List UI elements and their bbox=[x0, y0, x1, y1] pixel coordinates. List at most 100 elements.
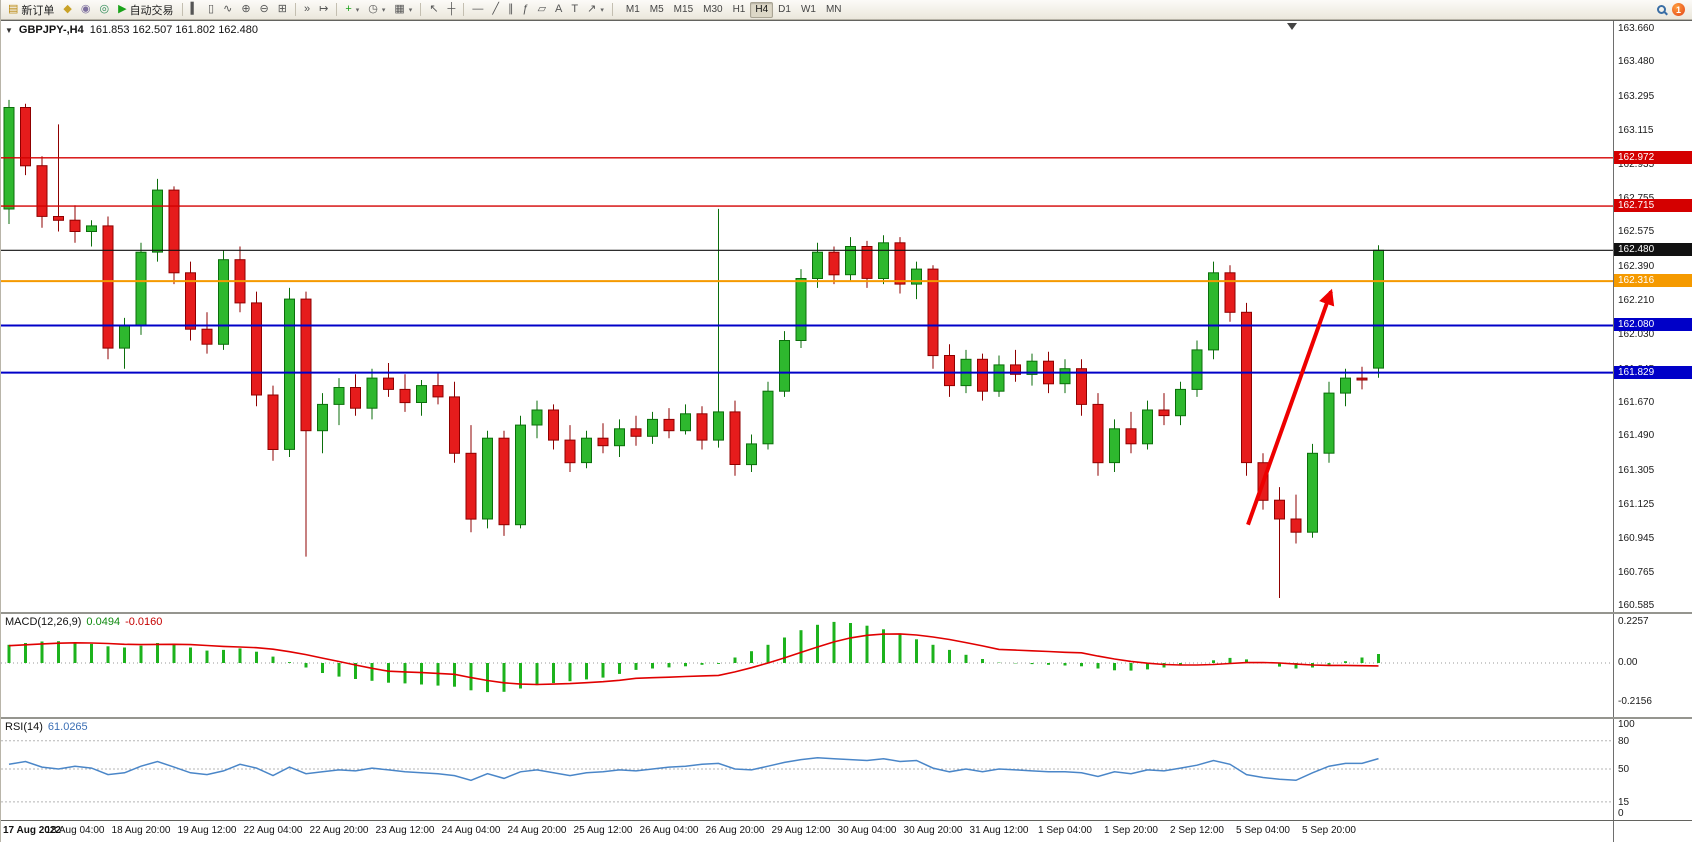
arrows-tool-icon[interactable]: ↗ ▾ bbox=[583, 2, 608, 18]
shapes-icon[interactable]: ▱ bbox=[534, 2, 550, 18]
auto-scroll-icon[interactable]: » bbox=[300, 2, 314, 18]
horizontal-line-icon[interactable]: — bbox=[468, 2, 487, 18]
price-axis-label: 163.115 bbox=[1618, 125, 1654, 136]
candlestick-mode-icon: ▯ bbox=[208, 3, 215, 15]
fibonacci-icon[interactable]: ƒ bbox=[518, 2, 532, 18]
notification-badge[interactable]: 1 bbox=[1672, 3, 1685, 16]
toolbar-separator bbox=[463, 3, 465, 16]
rsi-axis-label: 50 bbox=[1618, 764, 1630, 775]
time-axis-label: 30 Aug 20:00 bbox=[903, 825, 963, 836]
trend-arrow[interactable] bbox=[1246, 288, 1335, 526]
price-axis-label: 162.755 bbox=[1618, 193, 1654, 205]
rsi-axis-label: 80 bbox=[1618, 736, 1630, 747]
timeframe-m15-button[interactable]: M15 bbox=[673, 3, 694, 15]
price-axis-label: 163.660 bbox=[1618, 23, 1655, 34]
templates-button: ▦ bbox=[394, 3, 405, 15]
profile-icon[interactable]: ◉ bbox=[77, 2, 95, 18]
rsi-line bbox=[8, 756, 1379, 782]
panel-separator-macd[interactable] bbox=[1, 612, 1692, 614]
zoom-in-icon[interactable]: ⊕ bbox=[237, 2, 254, 18]
rsi-canvas[interactable] bbox=[1, 719, 1614, 820]
rsi-panel: 100 80 50 15 0 RSI(14) 61.0265 bbox=[1, 719, 1692, 820]
time-axis[interactable]: 17 Aug 2022 18 Aug 04:00 18 Aug 20:00 19 Au… bbox=[1, 820, 1692, 842]
mql-wizard-icon[interactable]: ◆ bbox=[59, 2, 75, 18]
search-icon[interactable] bbox=[1657, 5, 1666, 14]
crosshair-icon[interactable]: ┼ bbox=[444, 2, 460, 18]
templates-button[interactable]: ▦ ▾ bbox=[390, 2, 416, 18]
periods-button: ◷ bbox=[368, 3, 378, 15]
timeframe-w1-button[interactable]: W1 bbox=[800, 3, 816, 15]
arrows-tool-icon: ↗ bbox=[587, 3, 597, 15]
chart-header: ▼ GBPJPY-,H4 161.853 162.507 161.802 162… bbox=[5, 24, 258, 36]
time-axis-label: 30 Aug 04:00 bbox=[837, 825, 897, 836]
timeframe-m30-button[interactable]: M30 bbox=[703, 3, 723, 15]
macd-canvas[interactable] bbox=[1, 614, 1614, 717]
price-axis-label: 160.945 bbox=[1618, 533, 1655, 544]
toolbar-right: 1 bbox=[1657, 3, 1689, 16]
time-axis-label: 2 Sep 12:00 bbox=[1170, 825, 1224, 836]
rsi-axis[interactable]: 100 80 50 15 0 bbox=[1613, 719, 1692, 820]
community-icon[interactable]: ◎ bbox=[95, 2, 113, 18]
macd-axis-label: 0.2257 bbox=[1618, 616, 1649, 627]
candlestick-mode-icon[interactable]: ▯ bbox=[204, 2, 218, 18]
periods-button[interactable]: ◷ ▾ bbox=[364, 2, 389, 18]
zoom-out-icon[interactable]: ⊖ bbox=[256, 2, 273, 18]
time-axis-label: 24 Aug 04:00 bbox=[441, 825, 501, 836]
cursor-icon[interactable]: ↖ bbox=[425, 2, 442, 18]
price-tag-162.972: 162.972 bbox=[1614, 151, 1692, 164]
price-axis-label: 161.670 bbox=[1618, 397, 1655, 408]
price-axis-label: 162.935 bbox=[1618, 159, 1655, 170]
time-axis-label: 26 Aug 04:00 bbox=[639, 825, 699, 836]
bar-chart-mode-icon: ▍ bbox=[190, 3, 200, 15]
chart-shift-icon[interactable]: ↦ bbox=[315, 2, 332, 18]
timeframe-mn-button[interactable]: MN bbox=[825, 3, 842, 15]
text-icon: A bbox=[555, 3, 563, 15]
new-order-button-label: 新订单 bbox=[21, 4, 55, 17]
community-icon: ◎ bbox=[99, 3, 110, 15]
time-axis-label: 1 Sep 20:00 bbox=[1104, 825, 1158, 836]
trendline-icon[interactable]: ╱ bbox=[488, 2, 503, 18]
timeframe-h1-button[interactable]: H1 bbox=[732, 3, 746, 15]
price-axis-label: 161.125 bbox=[1618, 499, 1655, 510]
macd-title: MACD(12,26,9) bbox=[5, 616, 82, 628]
new-order-icon: ▤ bbox=[8, 3, 19, 15]
panel-separator-rsi[interactable] bbox=[1, 717, 1692, 719]
dropdown-caret-icon: ▾ bbox=[381, 6, 386, 14]
dropdown-caret-icon: ▾ bbox=[355, 6, 360, 14]
price-axis[interactable]: 163.660 163.480 163.295 163.115 162.935 162.7… bbox=[1613, 21, 1692, 612]
trendline-icon: ╱ bbox=[492, 3, 499, 15]
time-axis-label: 25 Aug 12:00 bbox=[573, 825, 633, 836]
toolbar: ▤ 新订单 ◆ ◉ ◎ ▶ 自动交易 ▍ ▯ ∿ ⊕ ⊖ ⊞» ↦ + ▾ ◷ ▾ ▦ ▾ ↖ ┼ — ╱ ∥ ƒ ▱ A T ↗ ▾ M1… bbox=[1, 0, 1692, 20]
new-order-button[interactable]: ▤ 新订单 bbox=[4, 2, 58, 18]
chart-shift-icon: ↦ bbox=[319, 3, 329, 15]
bar-chart-mode-icon[interactable]: ▍ bbox=[187, 2, 203, 18]
price-axis-label: 162.390 bbox=[1618, 261, 1655, 272]
tile-windows-icon[interactable]: ⊞ bbox=[274, 2, 291, 18]
indicators-button: + bbox=[345, 3, 352, 15]
time-axis-label: 18 Aug 20:00 bbox=[111, 825, 171, 836]
timeframe-m5-button[interactable]: M5 bbox=[649, 3, 664, 15]
cursor-icon: ↖ bbox=[429, 3, 439, 15]
indicators-button[interactable]: + ▾ bbox=[341, 2, 363, 18]
timeframe-m1-button[interactable]: M1 bbox=[625, 3, 640, 15]
price-tag-162.480: 162.480 bbox=[1614, 243, 1692, 256]
time-axis-label: 17 Aug 2022 bbox=[3, 825, 61, 836]
chart-collapse-caret-icon[interactable]: ▼ bbox=[5, 25, 13, 35]
price-tag-161.829: 161.829 bbox=[1614, 366, 1692, 379]
autotrading-button[interactable]: ▶ 自动交易 bbox=[114, 2, 177, 18]
main-chart-canvas[interactable] bbox=[1, 21, 1614, 613]
macd-axis[interactable]: 0.2257 0.00 -0.2156 bbox=[1613, 614, 1692, 717]
toolbar-buttons: ▤ 新订单 ◆ ◉ ◎ ▶ 自动交易 ▍ ▯ ∿ ⊕ ⊖ ⊞» ↦ + ▾ ◷ ▾ ▦ ▾ ↖ ┼ — ╱ ∥ ƒ ▱ A T ↗ ▾ bbox=[4, 2, 616, 18]
toolbar-separator bbox=[611, 3, 613, 16]
timeframe-h4-button[interactable]: H4 bbox=[750, 1, 774, 18]
equidistant-channel-icon[interactable]: ∥ bbox=[504, 2, 518, 18]
text-icon[interactable]: A bbox=[551, 2, 566, 18]
toolbar-separator bbox=[420, 3, 422, 16]
rsi-axis-label: 0 bbox=[1618, 808, 1624, 819]
label-icon[interactable]: T bbox=[567, 2, 582, 18]
dropdown-caret-icon: ▾ bbox=[408, 6, 413, 14]
line-chart-mode-icon[interactable]: ∿ bbox=[219, 2, 236, 18]
timeframe-d1-button[interactable]: D1 bbox=[778, 3, 791, 15]
price-tag-162.715: 162.715 bbox=[1614, 199, 1692, 212]
crosshair-icon: ┼ bbox=[447, 3, 456, 15]
